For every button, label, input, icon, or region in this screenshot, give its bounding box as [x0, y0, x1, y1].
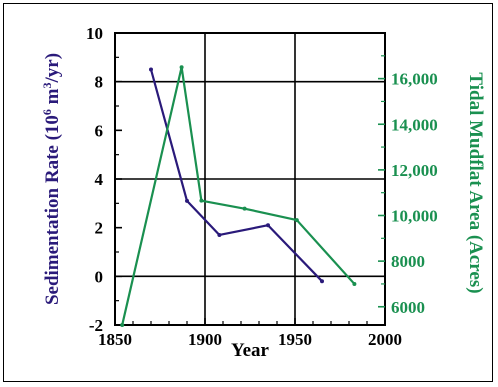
mudflat-area-point — [242, 206, 247, 211]
right-y-axis: 6000 8000 10,000 12,000 14,000 16,000 — [378, 55, 438, 317]
left-y-tick-label: 2 — [95, 219, 104, 238]
right-y-tick-label: 16,000 — [391, 70, 438, 89]
left-y-tick-label: 4 — [95, 170, 104, 189]
series-group — [120, 65, 357, 327]
mudflat-area-line — [121, 66, 356, 326]
right-y-tick-label: 12,000 — [391, 161, 438, 180]
sedimentation-rate-point — [149, 67, 153, 72]
left-y-tick-label: -2 — [89, 316, 103, 335]
left-y-tick-label: 10 — [86, 24, 103, 43]
right-y-tick-label: 6000 — [391, 298, 425, 317]
mudflat-area-point — [120, 323, 125, 327]
x-tick-label: 1850 — [98, 330, 132, 349]
x-axis-title: Year — [231, 340, 270, 361]
sedimentation-rate-line — [149, 69, 323, 282]
right-y-tick-label: 10,000 — [391, 207, 438, 226]
right-y-axis-title: Tidal Mudflat Area (Acres) — [465, 72, 486, 293]
left-y-axis-title-part: Sedimentation Rate (10 — [42, 115, 63, 305]
sedimentation-rate-point — [217, 232, 222, 237]
chart-svg: 1850 1900 1950 2000 -2 0 2 4 6 8 10 6000 8000 10,00… — [40, 24, 486, 361]
left-y-axis-title-superscript: 6 — [40, 109, 54, 115]
left-y-axis-title-superscript: 3 — [40, 82, 54, 88]
chart-frame: 1850 1900 1950 2000 -2 0 2 4 6 8 10 6000 8000 10,00… — [3, 3, 493, 382]
sedimentation-rate-point — [185, 198, 189, 203]
right-y-tick-label: 8000 — [391, 252, 425, 271]
mudflat-area-point — [294, 218, 299, 223]
left-y-axis-title-part: m — [42, 88, 63, 109]
x-tick-label: 1950 — [278, 330, 312, 349]
sedimentation-rate-point — [266, 223, 270, 228]
grid-lines — [115, 33, 385, 325]
left-y-tick-label: 0 — [95, 267, 104, 286]
left-y-tick-label: 6 — [95, 121, 104, 140]
x-tick-label: 2000 — [368, 330, 402, 349]
left-y-axis-title: Sedimentation Rate (106 m3/yr) — [40, 53, 63, 305]
right-y-tick-label: 14,000 — [391, 115, 438, 134]
x-tick-label: 1900 — [188, 330, 222, 349]
sedimentation-rate-point — [320, 279, 324, 284]
mudflat-area-point — [179, 65, 184, 70]
mudflat-area-point — [352, 281, 357, 286]
x-axis: 1850 1900 1950 2000 — [98, 318, 402, 349]
left-y-axis: -2 0 2 4 6 8 10 — [86, 24, 122, 335]
left-y-tick-label: 8 — [95, 73, 104, 92]
left-y-axis-title-part: /yr) — [42, 53, 63, 84]
mudflat-area-point — [199, 198, 204, 203]
